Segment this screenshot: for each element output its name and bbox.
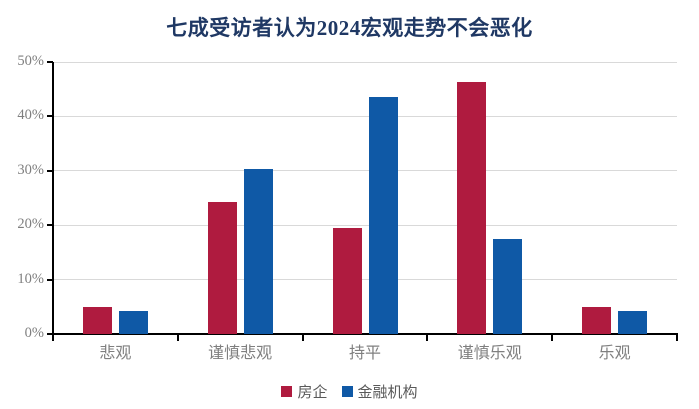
y-axis-tick xyxy=(47,115,53,118)
legend-swatch-0 xyxy=(281,386,293,397)
gridline-20% xyxy=(53,224,677,226)
chart-title: 七成受访者认为2024宏观走势不会恶化 xyxy=(166,16,533,40)
legend-item-1: 金融机构 xyxy=(341,381,418,402)
x-axis-label: 谨慎悲观 xyxy=(208,345,273,362)
x-axis-label: 谨慎乐观 xyxy=(457,345,522,362)
gridline-30% xyxy=(53,170,677,172)
x-axis-tick xyxy=(551,334,554,341)
y-axis-tick xyxy=(47,169,53,172)
bar-series-0-cat-4 xyxy=(582,307,612,334)
y-axis-label: 0% xyxy=(24,325,44,341)
y-axis-label: 20% xyxy=(17,216,44,233)
bar-series-0-cat-1 xyxy=(207,201,237,334)
bar-series-0-cat-0 xyxy=(82,307,112,334)
gridline-40% xyxy=(53,115,677,117)
x-axis-tick xyxy=(301,334,304,341)
y-axis-tick xyxy=(47,333,53,335)
legend-label-0: 房企 xyxy=(297,385,328,401)
legend-label-1: 金融机构 xyxy=(357,385,418,401)
y-axis-label: 30% xyxy=(17,161,44,178)
chart-legend: 房企 金融机构 xyxy=(0,381,699,402)
y-axis-line xyxy=(52,62,54,334)
y-axis-tick xyxy=(47,278,53,281)
bar-series-0-cat-2 xyxy=(332,227,362,334)
x-axis-label: 持平 xyxy=(348,345,381,362)
y-axis-label: 50% xyxy=(17,53,44,69)
bar-series-1-cat-2 xyxy=(368,97,398,334)
bar-series-1-cat-0 xyxy=(118,310,148,334)
x-axis-tick xyxy=(176,334,179,341)
legend-swatch-1 xyxy=(341,386,353,397)
bar-series-1-cat-1 xyxy=(243,168,273,334)
gridline-10% xyxy=(53,279,677,281)
legend-item-0: 房企 xyxy=(281,381,328,402)
bar-series-1-cat-4 xyxy=(618,310,648,334)
bar-series-1-cat-3 xyxy=(493,239,523,334)
x-axis-tick xyxy=(676,334,678,341)
x-axis-label: 乐观 xyxy=(598,345,631,362)
x-axis-line xyxy=(52,333,678,335)
y-axis-label: 40% xyxy=(17,107,44,124)
x-axis-tick xyxy=(52,334,54,341)
y-axis-label: 10% xyxy=(17,270,44,287)
y-axis-tick xyxy=(47,224,53,227)
x-axis-label: 悲观 xyxy=(99,345,132,362)
gridline-50% xyxy=(53,61,677,63)
x-axis-tick xyxy=(426,334,429,341)
y-axis-tick xyxy=(47,61,53,63)
bar-series-0-cat-3 xyxy=(457,81,487,334)
